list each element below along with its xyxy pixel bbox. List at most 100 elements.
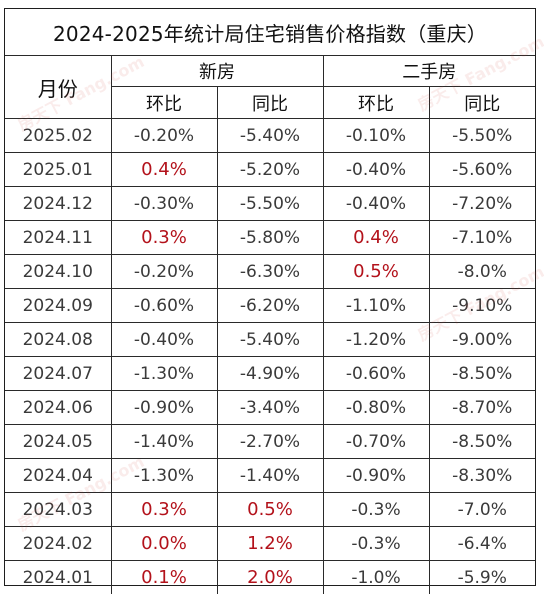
second-hand-yoy-cell: -7.0%	[428, 492, 535, 527]
value: -1.30%	[133, 363, 195, 384]
second-hand-yoy-cell: -9.00%	[428, 322, 535, 357]
table-row: 2025.02 -0.20% -5.40% -0.10% -5.50%	[5, 118, 535, 153]
value: -0.3%	[351, 499, 401, 520]
new-house-yoy-cell: -4.90%	[216, 356, 324, 391]
second-hand-mom-cell: 0.4%	[322, 220, 430, 255]
value: -0.40%	[345, 159, 407, 180]
new-house-mom-cell: -1.40%	[110, 424, 218, 459]
month-cell: 2024.02	[5, 526, 112, 561]
table-row: 2024.01 0.1% 2.0% -1.0% -5.9%	[5, 560, 535, 594]
new-house-group-header: 新房	[110, 55, 324, 87]
value: -3.40%	[239, 397, 301, 418]
table-row: 2024.08 -0.40% -5.40% -1.20% -9.00%	[5, 322, 535, 357]
month-cell: 2024.08	[5, 322, 112, 357]
month-cell: 2024.12	[5, 186, 112, 221]
new-house-mom-cell: 0.4%	[110, 152, 218, 187]
second-hand-mom-cell: -0.3%	[322, 526, 430, 561]
value: -6.30%	[239, 261, 301, 282]
value: -1.10%	[345, 295, 407, 316]
new-house-yoy-cell: -5.20%	[216, 152, 324, 187]
second-hand-yoy-cell: -6.4%	[428, 526, 535, 561]
table-row: 2024.07 -1.30% -4.90% -0.60% -8.50%	[5, 356, 535, 391]
second-hand-group-header: 二手房	[322, 55, 535, 87]
value: -0.90%	[133, 397, 195, 418]
value: -5.80%	[239, 227, 301, 248]
value: -5.40%	[239, 329, 301, 350]
month-cell: 2024.05	[5, 424, 112, 459]
new-house-yoy-cell: -2.70%	[216, 424, 324, 459]
month-cell: 2024.11	[5, 220, 112, 255]
month-cell: 2024.04	[5, 458, 112, 493]
group-header-row: 月份 新房 二手房	[5, 55, 535, 119]
value: -0.70%	[345, 431, 407, 452]
month-cell: 2024.10	[5, 254, 112, 289]
value: -8.70%	[452, 397, 513, 418]
second-hand-yoy-cell: -9.10%	[428, 288, 535, 323]
value: -7.20%	[452, 193, 513, 214]
value: -0.10%	[345, 125, 407, 146]
value: -2.70%	[239, 431, 301, 452]
second-hand-mom-cell: -0.80%	[322, 390, 430, 425]
second-hand-mom-cell: -0.3%	[322, 492, 430, 527]
table-row: 2024.05 -1.40% -2.70% -0.70% -8.50%	[5, 424, 535, 459]
value: -5.9%	[457, 567, 507, 588]
highlighted-value: 0.5%	[247, 499, 293, 520]
second-hand-yoy-cell: -5.50%	[428, 118, 535, 153]
value: -0.90%	[345, 465, 407, 486]
highlighted-value: 0.4%	[141, 159, 187, 180]
second-hand-yoy-cell: -8.50%	[428, 356, 535, 391]
value: -9.10%	[452, 295, 513, 316]
table-body: 2024-2025年统计局住宅销售价格指数（重庆） 月份 新房 二手房 环比 同…	[5, 9, 535, 594]
new-house-yoy-cell: 0.5%	[216, 492, 324, 527]
value: -0.60%	[345, 363, 407, 384]
highlighted-value: 0.3%	[141, 499, 187, 520]
value: -9.00%	[452, 329, 513, 350]
new-house-mom-cell: 0.1%	[110, 560, 218, 594]
month-cell: 2024.07	[5, 356, 112, 391]
second-hand-mom-cell: -0.70%	[322, 424, 430, 459]
value: -0.80%	[345, 397, 407, 418]
new-house-yoy-cell: -3.40%	[216, 390, 324, 425]
value: -0.3%	[351, 533, 401, 554]
new-house-mom-cell: 0.3%	[110, 492, 218, 527]
price-index-table: 2024-2025年统计局住宅销售价格指数（重庆） 月份 新房 二手房 环比 同…	[5, 9, 535, 594]
new-house-yoy-cell: 2.0%	[216, 560, 324, 594]
value: -7.0%	[457, 499, 507, 520]
value: -1.0%	[351, 567, 401, 588]
second-hand-mom-cell: -1.10%	[322, 288, 430, 323]
second-hand-mom-cell: -0.10%	[322, 118, 430, 153]
value: -0.40%	[345, 193, 407, 214]
new-house-yoy-cell: -5.40%	[216, 322, 324, 357]
month-cell: 2024.01	[5, 560, 112, 594]
value: -1.40%	[133, 431, 195, 452]
value: -8.50%	[452, 363, 513, 384]
table-title: 2024-2025年统计局住宅销售价格指数（重庆）	[5, 9, 535, 56]
value: -5.20%	[239, 159, 301, 180]
new-house-mom-cell: -0.40%	[110, 322, 218, 357]
value: -1.40%	[239, 465, 301, 486]
table-row: 2024.02 0.0% 1.2% -0.3% -6.4%	[5, 526, 535, 561]
second-hand-mom-cell: -1.0%	[322, 560, 430, 594]
new-house-yoy-cell: 1.2%	[216, 526, 324, 561]
month-cell: 2024.09	[5, 288, 112, 323]
highlighted-value: 1.2%	[247, 533, 293, 554]
new-house-yoy-header: 同比	[216, 86, 324, 119]
month-column-header: 月份	[5, 55, 112, 119]
second-hand-mom-cell: 0.5%	[322, 254, 430, 289]
new-house-yoy-cell: -5.80%	[216, 220, 324, 255]
price-index-table-frame: 2024-2025年统计局住宅销售价格指数（重庆） 月份 新房 二手房 环比 同…	[4, 8, 536, 594]
highlighted-value: 0.0%	[141, 533, 187, 554]
new-house-mom-cell: -1.30%	[110, 458, 218, 493]
title-row: 2024-2025年统计局住宅销售价格指数（重庆）	[5, 9, 535, 56]
new-house-mom-cell: 0.0%	[110, 526, 218, 561]
value: -7.10%	[452, 227, 513, 248]
second-hand-mom-cell: -0.90%	[322, 458, 430, 493]
value: -0.30%	[133, 193, 195, 214]
table-row: 2024.10 -0.20% -6.30% 0.5% -8.0%	[5, 254, 535, 289]
second-hand-yoy-cell: -7.20%	[428, 186, 535, 221]
new-house-mom-cell: 0.3%	[110, 220, 218, 255]
value: -8.50%	[452, 431, 513, 452]
second-hand-yoy-cell: -5.60%	[428, 152, 535, 187]
table-row: 2024.11 0.3% -5.80% 0.4% -7.10%	[5, 220, 535, 255]
second-hand-yoy-cell: -8.30%	[428, 458, 535, 493]
